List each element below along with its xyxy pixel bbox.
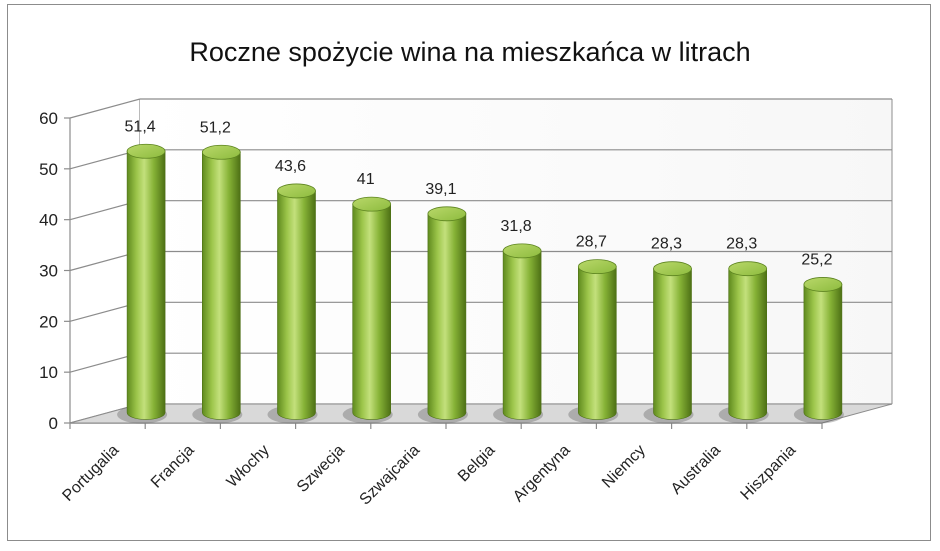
data-label: 41 bbox=[357, 171, 375, 188]
bar bbox=[192, 144, 243, 424]
data-label: 25,2 bbox=[801, 251, 832, 268]
bar bbox=[718, 261, 769, 424]
bar-body bbox=[578, 266, 617, 420]
data-label: 43,6 bbox=[275, 158, 306, 175]
data-label: 39,1 bbox=[425, 181, 456, 198]
bar bbox=[342, 196, 393, 424]
bar bbox=[417, 206, 468, 424]
category-label: Hiszpania bbox=[738, 442, 800, 504]
y-tick-label: 20 bbox=[39, 312, 58, 331]
bar-body bbox=[352, 203, 391, 420]
bar-top bbox=[201, 144, 241, 160]
bar-top bbox=[728, 261, 768, 277]
bar-top bbox=[502, 243, 542, 259]
category-label: Szwecja bbox=[294, 442, 348, 496]
bar bbox=[493, 243, 544, 424]
bar bbox=[117, 143, 168, 424]
category-label: Niemcy bbox=[599, 442, 649, 492]
bar-top bbox=[803, 277, 843, 292]
data-label: 51,4 bbox=[125, 118, 156, 135]
bar bbox=[643, 261, 694, 424]
bar-body bbox=[502, 250, 542, 420]
category-label: Szwajcaria bbox=[357, 442, 424, 509]
category-label: Australia bbox=[668, 442, 724, 498]
chart-frame: Roczne spożycie wina na mieszkańca w lit… bbox=[7, 4, 931, 541]
y-tick-label: 0 bbox=[49, 414, 58, 433]
bar bbox=[568, 259, 619, 424]
y-tick-label: 60 bbox=[39, 109, 58, 128]
y-tick-label: 30 bbox=[39, 262, 58, 281]
bar-body bbox=[427, 213, 467, 420]
category-label: Belgia bbox=[455, 442, 499, 486]
data-label: 28,3 bbox=[651, 236, 682, 253]
y-tick-label: 10 bbox=[39, 363, 58, 382]
bar-top bbox=[577, 259, 617, 275]
bar-top bbox=[126, 143, 166, 159]
gridline-diagonal bbox=[69, 98, 141, 119]
grid-layer bbox=[69, 98, 893, 424]
category-label: Argentyna bbox=[510, 442, 574, 506]
bar-body bbox=[803, 284, 843, 420]
bar-top bbox=[277, 183, 316, 199]
bar-body bbox=[653, 268, 692, 420]
data-label: 51,2 bbox=[200, 119, 231, 136]
bar-body bbox=[126, 150, 166, 420]
category-label: Portugalia bbox=[59, 442, 122, 505]
chart-title: Roczne spożycie wina na mieszkańca w lit… bbox=[189, 37, 750, 67]
bar bbox=[793, 277, 844, 424]
bar-top bbox=[653, 261, 692, 277]
bar bbox=[267, 183, 318, 424]
y-tick-label: 50 bbox=[39, 160, 58, 179]
bar-body bbox=[728, 268, 767, 420]
bars-layer bbox=[117, 143, 844, 424]
category-label: Francja bbox=[148, 442, 198, 492]
bar-top bbox=[352, 196, 392, 212]
data-label: 31,8 bbox=[501, 218, 532, 235]
chart-svg: Roczne spożycie wina na mieszkańca w lit… bbox=[39, 37, 893, 509]
data-label: 28,3 bbox=[726, 236, 757, 253]
bar-body bbox=[202, 151, 241, 420]
y-tick-label: 40 bbox=[39, 211, 58, 230]
data-label: 28,7 bbox=[576, 234, 607, 251]
bar-body bbox=[277, 190, 316, 420]
category-label: Włochy bbox=[224, 442, 273, 491]
bar-top bbox=[427, 206, 467, 222]
